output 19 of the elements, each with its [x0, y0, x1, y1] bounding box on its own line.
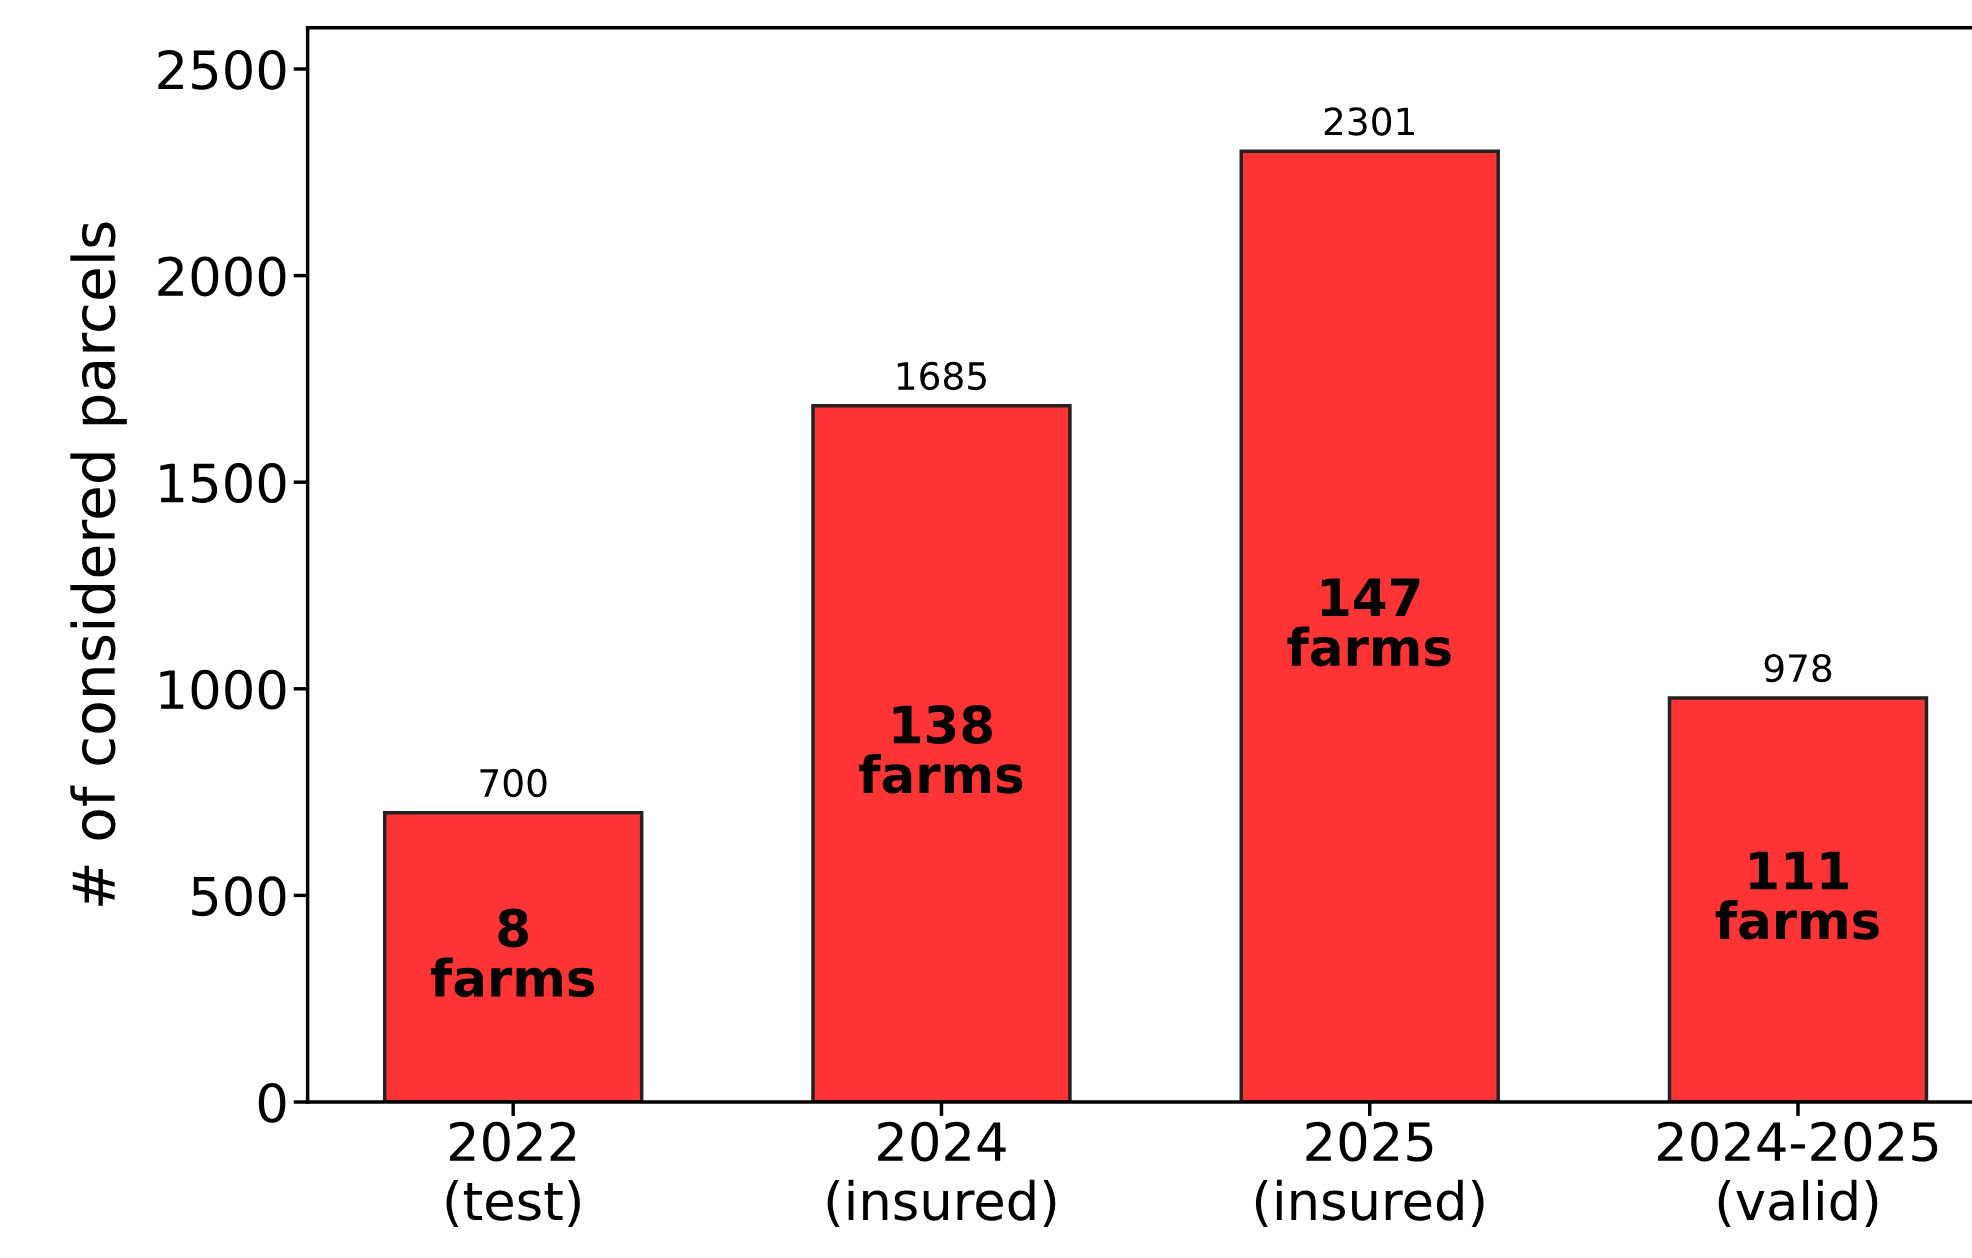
data-label: 2301 — [1324, 107, 1414, 136]
annotation: 138 farms — [859, 705, 1023, 794]
y-tick-label: 1500 — [160, 463, 286, 503]
x-tick-label: 2024-2025 (valid) — [1658, 1121, 1938, 1227]
y-tick-label: 2500 — [158, 49, 286, 90]
data-label: 978 — [1764, 653, 1832, 683]
annotation: 8 farms — [430, 908, 595, 998]
y-axis-title: # of considered parcels — [70, 222, 127, 906]
annotation: 111 farms — [1715, 851, 1879, 940]
data-label: 1685 — [897, 361, 986, 391]
y-tick-label: 0 — [258, 1082, 286, 1123]
x-tick-label: 2024 (insured) — [827, 1121, 1056, 1227]
data-label: 700 — [480, 768, 547, 798]
annotation: 147 farms — [1287, 578, 1451, 667]
x-tick-label: 2022 (test) — [446, 1121, 580, 1227]
x-tick-label: 2025 (insured) — [1255, 1121, 1484, 1227]
y-tick-label: 500 — [192, 876, 286, 917]
y-tick-label: 1000 — [160, 669, 286, 710]
y-tick-label: 2000 — [158, 256, 286, 297]
